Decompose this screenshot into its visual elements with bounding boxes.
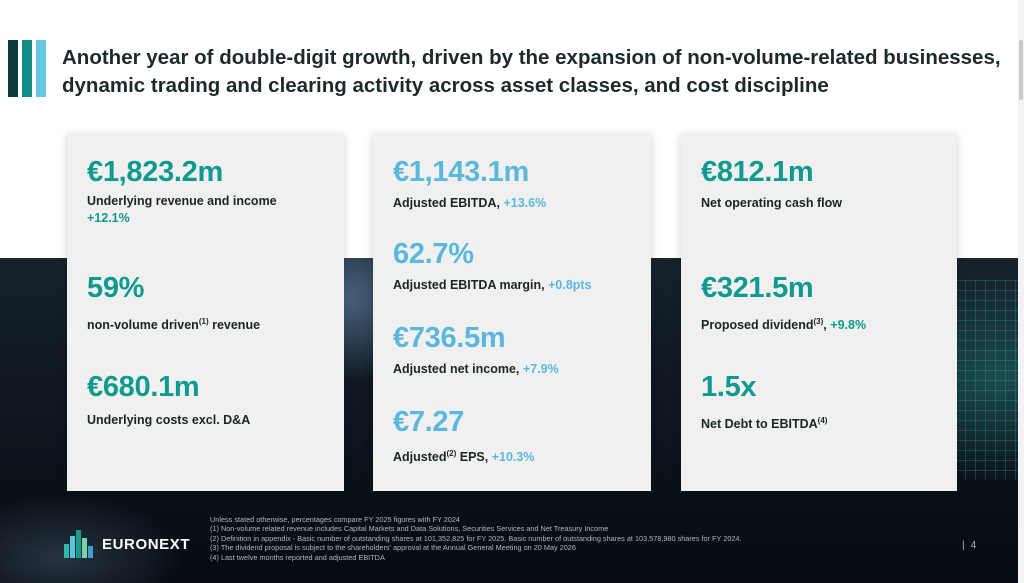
metric-value: €1,823.2m: [87, 156, 223, 188]
metric-value: 59%: [87, 272, 145, 304]
accent-bar-dark: [8, 40, 18, 97]
metric-label: Adjusted EBITDA, +13.6%: [393, 195, 639, 212]
metric-label-suffix: EPS,: [456, 450, 489, 465]
metric-value: 1.5x: [701, 371, 757, 403]
metric-proposed-dividend: €321.5m Proposed dividend(3), +9.8%: [701, 271, 945, 334]
metric-label-suffix: revenue: [208, 318, 261, 333]
metric-label-suffix: ,: [823, 318, 827, 333]
metric-value: 62.7%: [393, 238, 474, 270]
metric-value: €812.1m: [701, 156, 814, 188]
page-number-value: 4: [970, 540, 977, 551]
metric-label: Adjusted net income, +7.9%: [393, 361, 639, 378]
page-number-separator: |: [962, 540, 965, 551]
metric-adjusted-eps: €7.27 Adjusted(2) EPS, +10.3%: [393, 405, 639, 466]
metric-value: €321.5m: [701, 272, 814, 304]
footnote-line: (1) Non-volume related revenue includes …: [210, 524, 609, 534]
footnote-line: (2) Definition in appendix - Basic numbe…: [210, 533, 742, 543]
metric-net-debt-to-ebitda: 1.5x Net Debt to EBITDA(4): [701, 370, 945, 433]
metric-value: €736.5m: [393, 322, 506, 354]
metric-label: Adjusted(2) EPS, +10.3%: [393, 445, 639, 466]
metric-label: Adjusted EBITDA margin, +0.8pts: [393, 277, 639, 294]
metric-value: €680.1m: [87, 371, 200, 403]
metric-label: Proposed dividend(3), +9.8%: [701, 313, 945, 334]
metric-non-volume-revenue: 59% non-volume driven(1) revenue: [87, 271, 332, 334]
metric-label-text: Adjusted EBITDA,: [393, 196, 500, 210]
footnote-line: (4) Last twelve months reported and adju…: [210, 552, 385, 562]
metric-change: +13.6%: [503, 196, 547, 210]
metric-label-text: Proposed dividend: [701, 318, 814, 333]
metric-adjusted-ebitda: €1,143.1m Adjusted EBITDA, +13.6%: [393, 155, 639, 212]
background-grid-glow: [955, 280, 1024, 480]
euronext-logo: EURONEXT: [64, 530, 190, 558]
metric-change: +9.8%: [830, 318, 867, 333]
metric-label-text: Adjusted net income,: [393, 362, 520, 376]
metric-change: +0.8pts: [548, 278, 592, 292]
footnote-line: Unless stated otherwise, percentages com…: [210, 515, 460, 524]
scrollbar[interactable]: [1018, 0, 1024, 583]
metric-label-text: Adjusted EBITDA margin,: [393, 278, 545, 292]
metric-change: +7.9%: [522, 362, 559, 376]
metric-label-text: Underlying revenue and income: [87, 194, 277, 208]
footnote-ref: (4): [817, 416, 828, 425]
metric-label-text: Adjusted: [393, 450, 447, 465]
euronext-logo-text: EURONEXT: [102, 535, 191, 553]
euronext-logo-icon: [64, 530, 94, 558]
metric-ebitda-margin: 62.7% Adjusted EBITDA margin, +0.8pts: [393, 237, 639, 294]
metric-label: non-volume driven(1) revenue: [87, 313, 332, 334]
metric-label-text: Net Debt to EBITDA: [701, 417, 818, 432]
footnotes: Unless stated otherwise, percentages com…: [210, 515, 930, 562]
metric-underlying-costs: €680.1m Underlying costs excl. D&A: [87, 370, 332, 429]
page-number: | 4: [962, 540, 976, 551]
metric-adjusted-net-income: €736.5m Adjusted net income, +7.9%: [393, 321, 639, 378]
footnote-line: (3) The dividend proposal is subject to …: [210, 543, 576, 553]
footnote-ref: (3): [813, 317, 824, 326]
metric-value: €1,143.1m: [393, 156, 529, 188]
kpi-card-cash: €812.1m Net operating cash flow €321.5m …: [681, 133, 957, 491]
accent-bar-light-blue: [36, 40, 46, 97]
kpi-card-profitability: €1,143.1m Adjusted EBITDA, +13.6% 62.7% …: [373, 133, 651, 491]
metric-underlying-revenue: €1,823.2m Underlying revenue and income …: [87, 155, 332, 227]
metric-value: €7.27: [393, 406, 465, 438]
metric-label-text: non-volume driven: [87, 318, 199, 333]
metric-label: Net Debt to EBITDA(4): [701, 412, 945, 433]
metric-net-operating-cash-flow: €812.1m Net operating cash flow: [701, 155, 945, 212]
metric-change: +12.1%: [87, 211, 130, 225]
footnote-ref: (1): [198, 317, 209, 326]
kpi-card-revenue: €1,823.2m Underlying revenue and income …: [67, 133, 344, 491]
metric-label: Net operating cash flow: [701, 196, 842, 210]
accent-bar-teal: [22, 40, 32, 97]
metric-label: Underlying costs excl. D&A: [87, 413, 251, 427]
slide-headline: Another year of double-digit growth, dri…: [62, 46, 1001, 97]
scrollbar-thumb[interactable]: [1019, 40, 1023, 100]
footnote-ref: (2): [446, 449, 457, 458]
metric-change: +10.3%: [491, 450, 535, 465]
metric-label: Underlying revenue and income +12.1%: [87, 193, 332, 227]
